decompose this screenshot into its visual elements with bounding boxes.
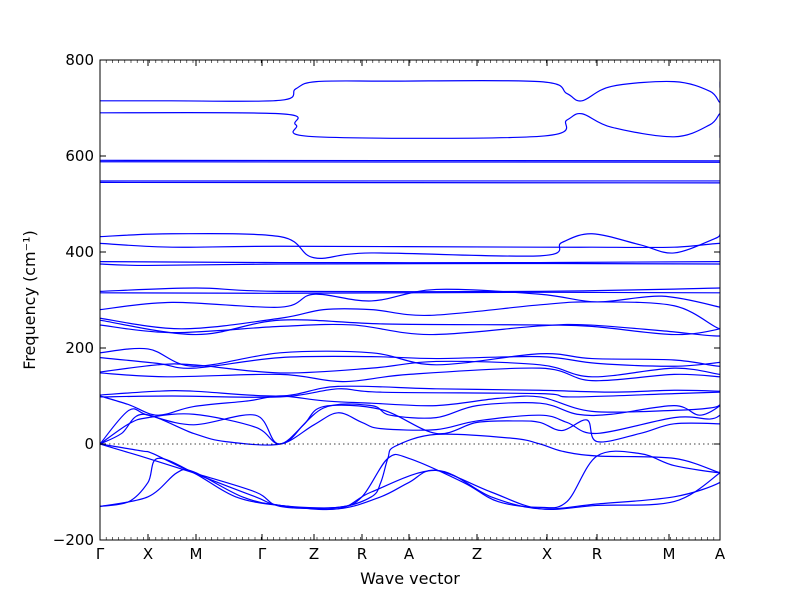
y-tick-label: 800	[65, 51, 94, 69]
plot-frame	[99, 59, 721, 541]
y-tick-label: 600	[65, 147, 94, 165]
band-28	[100, 443, 720, 509]
band-13	[100, 288, 720, 311]
band-7	[100, 233, 720, 259]
x-tick-label: A	[404, 545, 415, 563]
band-15	[100, 323, 720, 337]
x-tick-label: R	[592, 545, 602, 563]
band-lines	[100, 79, 720, 511]
band-21	[100, 385, 720, 397]
band-22	[100, 388, 720, 398]
x-tick-label: X	[143, 545, 153, 563]
x-axis-label: Wave vector	[360, 569, 460, 588]
x-tick-label: Z	[472, 545, 482, 563]
band-18	[100, 355, 720, 369]
band-25	[100, 412, 720, 445]
x-tick-label: A	[715, 545, 726, 563]
band-20	[100, 367, 720, 383]
x-tick-label: X	[542, 545, 552, 563]
band-29	[100, 457, 720, 510]
y-tick-label: 200	[65, 339, 94, 357]
band-16	[100, 319, 720, 336]
band-24	[100, 399, 720, 445]
band-23	[100, 395, 720, 416]
band-11	[100, 287, 720, 293]
band-2	[100, 111, 720, 139]
y-tick-label: 0	[84, 435, 94, 453]
x-tick-label: Γ	[258, 545, 267, 563]
band-30	[100, 468, 720, 511]
band-9	[100, 261, 720, 264]
band-26	[100, 404, 720, 446]
y-tick-label: 400	[65, 243, 94, 261]
y-tick-labels: 800 600 400 200 0 −200	[53, 51, 94, 549]
x-tick-label: M	[663, 545, 676, 563]
band-1	[100, 79, 720, 103]
x-tick-label: Γ	[96, 545, 105, 563]
band-10	[100, 262, 720, 267]
band-8	[100, 242, 720, 249]
axes	[99, 59, 721, 541]
x-tick-label: M	[190, 545, 203, 563]
y-tick-label: −200	[53, 531, 94, 549]
x-tick-label: R	[357, 545, 367, 563]
x-tick-label: Z	[309, 545, 319, 563]
y-axis-label: Frequency (cm⁻¹)	[20, 230, 39, 369]
band-14	[100, 301, 720, 330]
band-17	[100, 347, 720, 367]
band-19	[100, 360, 720, 378]
